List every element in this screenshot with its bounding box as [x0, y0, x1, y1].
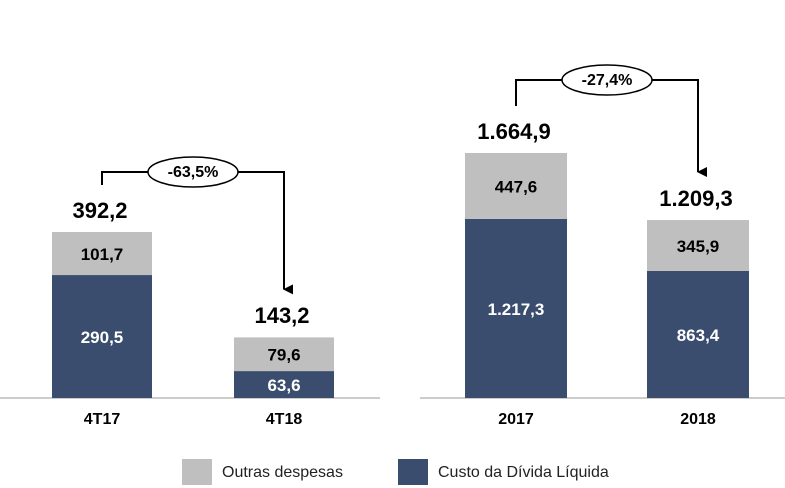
value-label: 290,5: [81, 328, 124, 347]
bar-segment: [647, 270, 749, 398]
bar-segment: [52, 275, 152, 398]
x-tick-label: 4T18: [266, 411, 303, 428]
legend-label: Custo da Dívida Líquida: [438, 464, 609, 481]
bar-segment: [234, 371, 334, 398]
bar-segment: [465, 153, 567, 219]
bar-segment: [52, 232, 152, 276]
legend-label: Outras despesas: [222, 464, 343, 481]
value-label: 447,6: [495, 177, 538, 196]
value-label: 79,6: [267, 346, 300, 365]
x-tick-label: 2017: [498, 411, 534, 428]
total-label: 392,2: [72, 198, 127, 223]
value-label: 345,9: [677, 237, 720, 256]
x-tick-label: 4T17: [84, 411, 121, 428]
bar-segment: [465, 218, 567, 398]
change-bubble: [561, 64, 653, 96]
legend-swatch: [182, 459, 212, 485]
total-label: 1.209,3: [659, 186, 732, 211]
bar-segment: [647, 220, 749, 271]
x-tick-label: 2018: [680, 411, 716, 428]
value-label: 63,6: [267, 376, 300, 395]
change-label: -27,4%: [582, 72, 633, 89]
total-label: 143,2: [254, 303, 309, 328]
bar-segment: [234, 337, 334, 372]
total-label: 1.664,9: [477, 119, 550, 144]
value-label: 1.217,3: [488, 300, 545, 319]
change-label: -63,5%: [168, 164, 219, 181]
legend-swatch: [398, 459, 428, 485]
value-label: 863,4: [677, 326, 720, 345]
change-bubble: [147, 156, 239, 188]
value-label: 101,7: [81, 245, 124, 264]
